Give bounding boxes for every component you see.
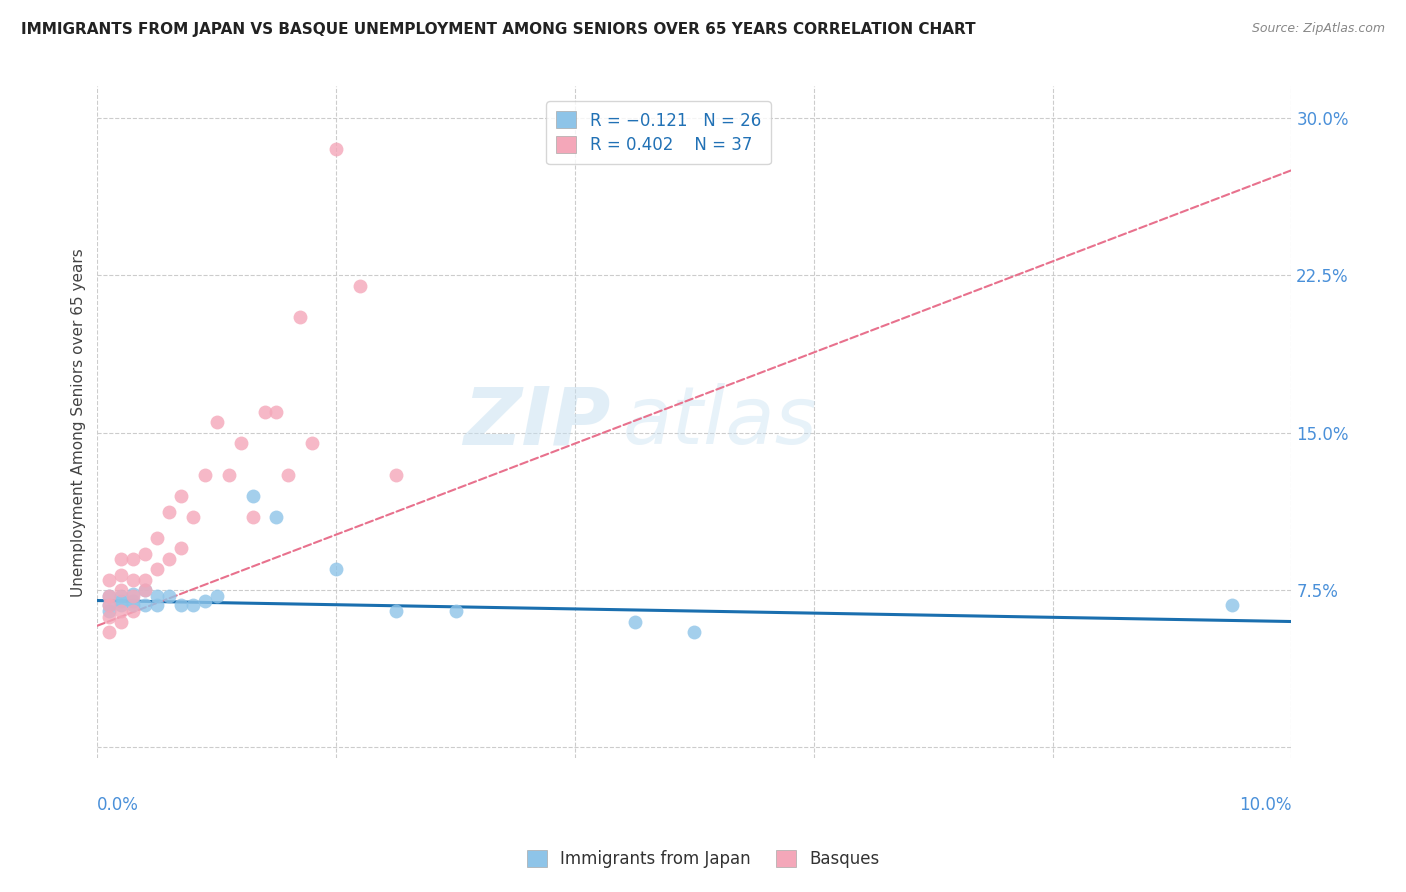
Point	[205, 590, 228, 604]
Point	[349, 278, 371, 293]
Point	[1220, 598, 1243, 612]
Point	[134, 547, 156, 561]
Point	[110, 615, 132, 629]
Point	[134, 582, 156, 597]
Point	[157, 590, 180, 604]
Point	[110, 582, 132, 597]
Point	[122, 573, 145, 587]
Point	[181, 598, 204, 612]
Point	[194, 467, 217, 482]
Point	[110, 590, 132, 604]
Point	[242, 489, 264, 503]
Point	[146, 562, 169, 576]
Point	[385, 467, 408, 482]
Point	[98, 625, 121, 640]
Point	[98, 598, 121, 612]
Point	[266, 404, 288, 418]
Text: IMMIGRANTS FROM JAPAN VS BASQUE UNEMPLOYMENT AMONG SENIORS OVER 65 YEARS CORRELA: IMMIGRANTS FROM JAPAN VS BASQUE UNEMPLOY…	[21, 22, 976, 37]
Point	[683, 625, 706, 640]
Point	[134, 573, 156, 587]
Point	[122, 587, 145, 601]
Point	[170, 489, 193, 503]
Point	[122, 593, 145, 607]
Text: Source: ZipAtlas.com: Source: ZipAtlas.com	[1251, 22, 1385, 36]
Point	[157, 551, 180, 566]
Point	[181, 509, 204, 524]
Point	[253, 404, 276, 418]
Point	[218, 467, 240, 482]
Legend: R = −0.121   N = 26, R = 0.402    N = 37: R = −0.121 N = 26, R = 0.402 N = 37	[547, 102, 770, 164]
Point	[229, 436, 252, 450]
Point	[290, 310, 312, 325]
Point	[98, 573, 121, 587]
Point	[194, 593, 217, 607]
Point	[98, 598, 121, 612]
Point	[110, 551, 132, 566]
Point	[170, 541, 193, 555]
Point	[110, 604, 132, 618]
Point	[98, 604, 121, 618]
Point	[98, 610, 121, 624]
Point	[146, 590, 169, 604]
Point	[325, 562, 347, 576]
Point	[122, 604, 145, 618]
Point	[266, 509, 288, 524]
Point	[385, 604, 408, 618]
Point	[110, 593, 132, 607]
Point	[277, 467, 299, 482]
Point	[134, 582, 156, 597]
Point	[122, 590, 145, 604]
Point	[170, 598, 193, 612]
Text: 10.0%: 10.0%	[1239, 796, 1291, 814]
Point	[98, 590, 121, 604]
Text: 0.0%: 0.0%	[97, 796, 139, 814]
Text: ZIP: ZIP	[464, 384, 610, 461]
Legend: Immigrants from Japan, Basques: Immigrants from Japan, Basques	[520, 843, 886, 875]
Point	[110, 598, 132, 612]
Point	[301, 436, 323, 450]
Point	[134, 598, 156, 612]
Point	[325, 142, 347, 156]
Y-axis label: Unemployment Among Seniors over 65 years: Unemployment Among Seniors over 65 years	[72, 248, 86, 597]
Text: atlas: atlas	[623, 384, 817, 461]
Point	[122, 598, 145, 612]
Point	[623, 615, 645, 629]
Point	[122, 551, 145, 566]
Point	[205, 415, 228, 429]
Point	[146, 531, 169, 545]
Point	[146, 598, 169, 612]
Point	[242, 509, 264, 524]
Point	[444, 604, 467, 618]
Point	[110, 568, 132, 582]
Point	[157, 505, 180, 519]
Point	[98, 590, 121, 604]
